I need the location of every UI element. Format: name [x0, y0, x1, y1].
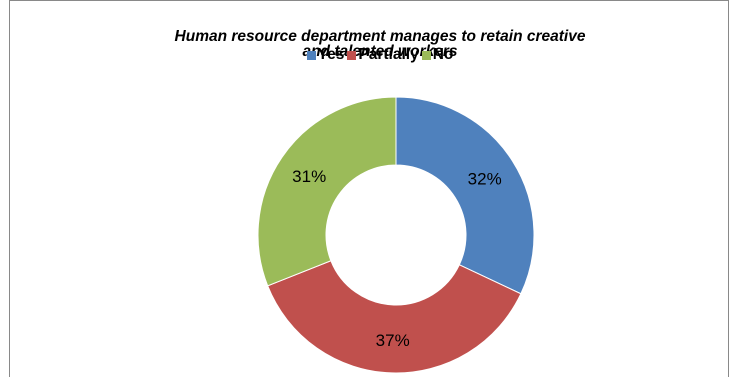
legend-swatch-yes — [306, 50, 316, 60]
slice-no — [257, 96, 397, 287]
slice-partially — [267, 260, 522, 374]
legend-label-partially: Partially — [358, 46, 419, 63]
legend-swatch-no — [421, 50, 431, 60]
legend-item-yes: Yes — [306, 46, 345, 63]
chart-legend: Yes Partially No — [0, 47, 730, 63]
slice-yes — [395, 96, 535, 295]
legend-label-yes: Yes — [317, 46, 345, 63]
chart-title: Human resource department manages to ret… — [174, 28, 586, 60]
legend-swatch-partially — [347, 50, 357, 60]
data-label-yes: 32% — [468, 170, 502, 189]
legend-label-no: No — [432, 46, 454, 63]
legend-item-no: No — [421, 46, 454, 63]
legend-item-partially: Partially — [347, 46, 419, 63]
data-label-no: 31% — [292, 167, 326, 186]
data-label-partially: 37% — [376, 331, 410, 350]
